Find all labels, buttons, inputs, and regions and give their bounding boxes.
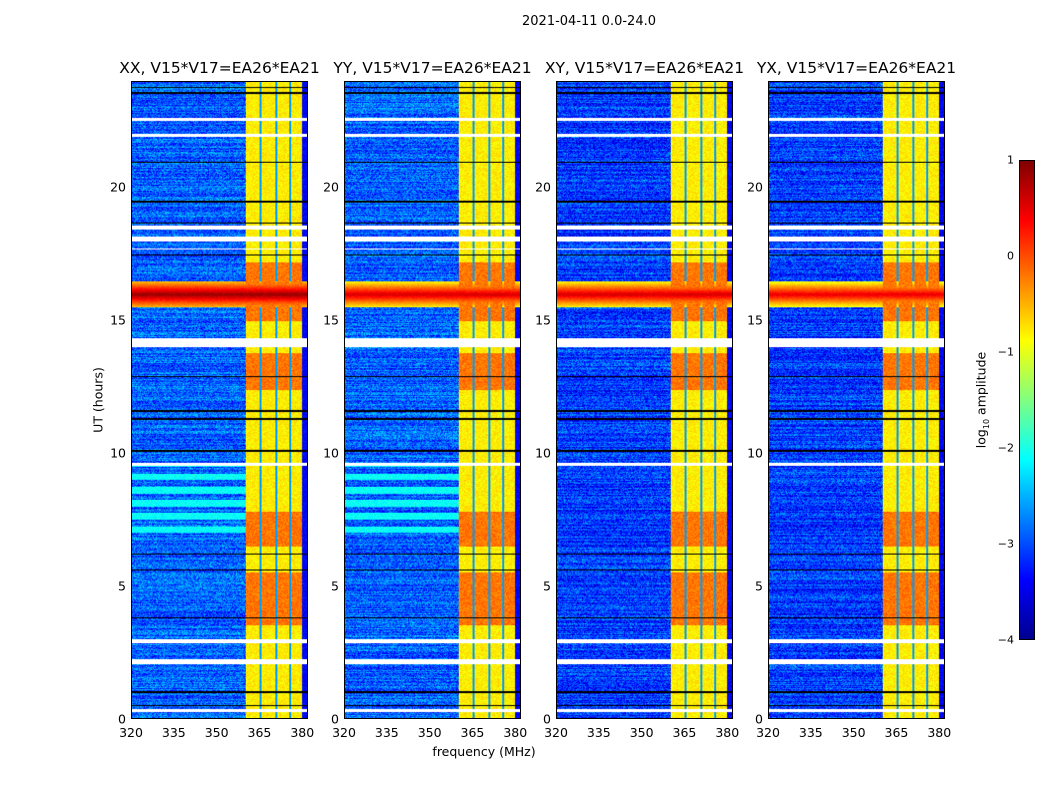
x-tick-label: 380 [503, 725, 528, 740]
x-tick-label: 350 [629, 725, 654, 740]
x-tick-label: 350 [841, 725, 866, 740]
figure-title: 2021-04-11 0.0-24.0 [522, 14, 656, 29]
x-tick-label: 350 [417, 725, 442, 740]
x-tick-label: 335 [161, 725, 186, 740]
colorbar-tick-label: −1 [997, 345, 1014, 359]
y-tick-label: 5 [755, 578, 763, 594]
heatmap-cells [132, 82, 307, 718]
y-tick-label: 20 [535, 179, 551, 195]
panel-title: XX, V15*V17=EA26*EA21 [119, 59, 320, 77]
x-tick-label: 320 [332, 725, 356, 740]
x-tick-label: 320 [119, 725, 143, 740]
y-tick-label: 10 [110, 445, 126, 461]
panel-title: XY, V15*V17=EA26*EA21 [544, 59, 745, 77]
x-tick-label: 380 [290, 725, 315, 740]
y-tick-label: 0 [755, 711, 763, 727]
y-tick-label: 15 [535, 312, 551, 328]
panel-title: YX, V15*V17=EA26*EA21 [756, 59, 957, 77]
x-tick-label: 365 [672, 725, 697, 740]
x-tick-label: 320 [544, 725, 568, 740]
y-tick-label: 0 [543, 711, 551, 727]
y-tick-label: 5 [331, 578, 339, 594]
heatmap-panel [556, 81, 733, 719]
x-axis-label: frequency (MHz) [432, 744, 536, 759]
colorbar-tick-label: 1 [1007, 153, 1014, 167]
y-tick-label: 20 [323, 179, 339, 195]
x-tick-label: 335 [374, 725, 399, 740]
colorbar [1019, 160, 1035, 640]
x-tick-label: 365 [460, 725, 485, 740]
y-tick-label: 10 [323, 445, 339, 461]
x-tick-label: 350 [204, 725, 229, 740]
y-tick-label: 10 [535, 445, 551, 461]
colorbar-tick-label: 0 [1007, 249, 1014, 263]
heatmap-panel [131, 81, 308, 719]
y-tick-label: 20 [110, 179, 126, 195]
y-tick-label: 15 [110, 312, 126, 328]
y-tick-label: 0 [118, 711, 126, 727]
heatmap-panel [344, 81, 521, 719]
y-tick-label: 5 [543, 578, 551, 594]
x-tick-label: 335 [586, 725, 611, 740]
colorbar-label: log10 amplitude [973, 351, 991, 449]
x-tick-label: 380 [715, 725, 740, 740]
heatmap-cells [345, 82, 520, 718]
y-tick-label: 10 [747, 445, 763, 461]
heatmap-cells [769, 82, 944, 718]
y-tick-label: 15 [747, 312, 763, 328]
y-tick-label: 0 [331, 711, 339, 727]
y-tick-label: 5 [118, 578, 126, 594]
y-axis-label: UT (hours) [90, 367, 106, 433]
x-tick-label: 380 [927, 725, 952, 740]
x-tick-label: 365 [884, 725, 909, 740]
heatmap-panel [768, 81, 945, 719]
x-tick-label: 335 [798, 725, 823, 740]
heatmap-cells [557, 82, 732, 718]
colorbar-tick-label: −4 [997, 633, 1014, 647]
colorbar-tick-label: −3 [997, 537, 1014, 551]
colorbar-tick-label: −2 [997, 441, 1014, 455]
x-tick-label: 365 [247, 725, 272, 740]
panel-title: YY, V15*V17=EA26*EA21 [333, 59, 532, 77]
y-tick-label: 20 [747, 179, 763, 195]
x-tick-label: 320 [756, 725, 780, 740]
y-tick-label: 15 [323, 312, 339, 328]
